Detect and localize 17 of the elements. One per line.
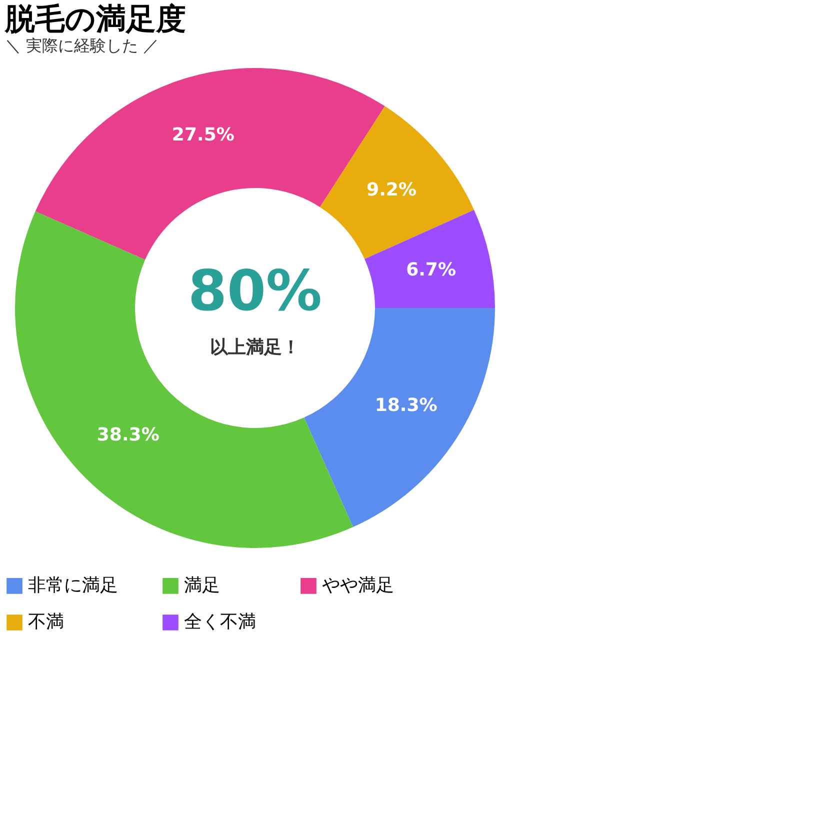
data-label: 18.3% xyxy=(374,394,438,416)
data-label: 27.5% xyxy=(172,124,234,146)
legend-label: やや満足 xyxy=(322,574,394,596)
donut-slice xyxy=(320,106,474,259)
chart-subtitle: ＼ 実際に経験した ／ xyxy=(5,36,160,55)
legend-label: 全く不満 xyxy=(184,612,256,632)
text: 80% xyxy=(188,259,322,324)
donut-slice xyxy=(15,211,354,548)
chart-title: 脱毛の満足度 xyxy=(4,2,186,37)
donut-slice xyxy=(364,210,495,308)
legend-label: 非常に満足 xyxy=(28,574,118,596)
data-label: 6.7% xyxy=(406,259,456,280)
legend-label: 満足 xyxy=(184,574,220,596)
legend-label: 不満 xyxy=(28,612,64,632)
data-label: 9.2% xyxy=(366,180,416,201)
data-label: 38.3% xyxy=(96,424,160,446)
text: 以上満足！ xyxy=(210,337,300,358)
